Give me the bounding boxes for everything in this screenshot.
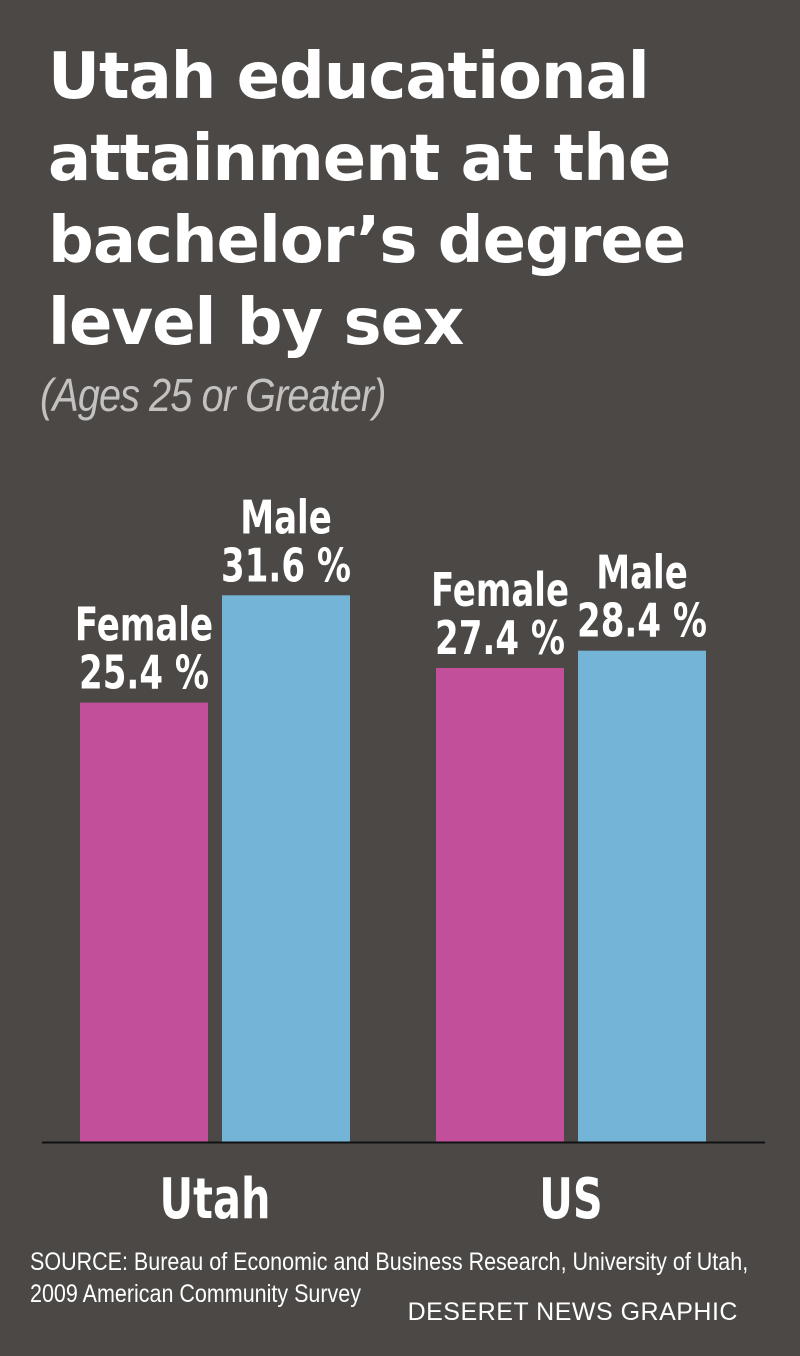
bar-male-utah — [222, 595, 350, 1142]
source-line: 2009 American Community Survey — [30, 1280, 362, 1308]
bar-value-label: 31.6 % — [221, 538, 351, 593]
bar-female-utah — [80, 702, 208, 1142]
bar-value-label: 28.4 % — [577, 593, 707, 648]
source-note: SOURCE: Bureau of Economic and Business … — [30, 1246, 748, 1310]
bar-series-label: Male — [596, 545, 688, 600]
category-label: US — [539, 1166, 602, 1232]
category-label: Utah — [160, 1166, 271, 1232]
chart-title: Utah educational attainment at the bache… — [48, 36, 788, 364]
source-line: SOURCE: Bureau of Economic and Business … — [30, 1248, 749, 1276]
chart-title-line: level by sex — [48, 286, 464, 360]
bar-female-us — [436, 667, 564, 1142]
bar-value-label: 25.4 % — [79, 645, 209, 700]
bar-value-label: 27.4 % — [435, 611, 565, 666]
chart-title-line: attainment at the — [48, 122, 671, 196]
bar-series-label: Female — [75, 597, 213, 652]
chart-title-line: Utah educational — [48, 40, 650, 114]
chart-title-line: bachelor’s degree — [48, 204, 686, 278]
chart-subtitle: (Ages 25 or Greater) — [40, 369, 386, 421]
bar-series-label: Female — [431, 563, 569, 618]
bar-male-us — [578, 650, 706, 1142]
graphic-credit: DESERET NEWS GRAPHIC — [407, 1298, 738, 1326]
bar-series-label: Male — [240, 490, 332, 545]
